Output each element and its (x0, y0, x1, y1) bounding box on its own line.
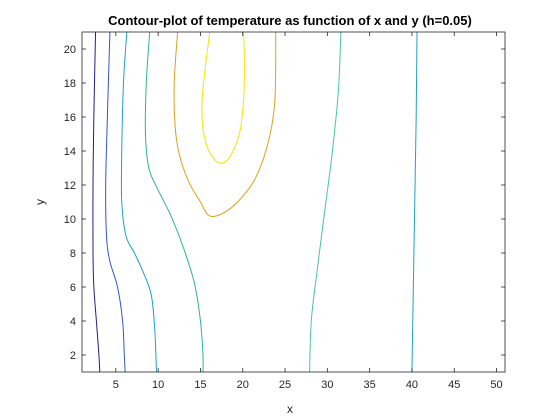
contour-line-7 (309, 31, 342, 373)
x-tick-label: 30 (321, 379, 333, 391)
axis-ticks: 5 10 15 20 25 30 35 40 45 50 2 4 6 8 10 12 14 16 18 20 (64, 32, 505, 391)
chart-title: Contour-plot of temperature as function … (108, 13, 472, 28)
y-tick-label: 10 (64, 214, 76, 226)
contour-line-3 (120, 31, 157, 373)
contour-line-2 (105, 31, 126, 373)
contour-lines (92, 31, 418, 373)
y-tick-label: 2 (70, 350, 76, 362)
x-tick-label: 40 (406, 379, 418, 391)
contour-line-4 (144, 31, 204, 373)
plot-area (82, 32, 505, 372)
x-axis-label: x (287, 402, 293, 416)
contour-line-5 (173, 31, 277, 218)
contour-line-1 (92, 31, 101, 373)
x-tick-label: 25 (279, 379, 291, 391)
x-tick-label: 45 (448, 379, 460, 391)
x-tick-label: 15 (194, 379, 206, 391)
x-tick-label: 35 (364, 379, 376, 391)
contour-line-6 (201, 31, 245, 164)
y-tick-label: 12 (64, 180, 76, 192)
x-tick-label: 20 (237, 379, 249, 391)
x-tick-label: 50 (490, 379, 502, 391)
y-tick-label: 16 (64, 112, 76, 124)
y-axis-label: y (33, 199, 47, 205)
x-tick-label: 10 (152, 379, 164, 391)
y-tick-label: 14 (64, 146, 76, 158)
plot-frame (81, 31, 506, 373)
y-tick-label: 18 (64, 78, 76, 90)
y-tick-label: 6 (70, 282, 76, 294)
y-tick-label: 20 (64, 44, 76, 56)
contour-line-8 (411, 31, 418, 373)
y-tick-label: 4 (70, 316, 76, 328)
y-tick-label: 8 (70, 248, 76, 260)
x-tick-label: 5 (113, 379, 119, 391)
